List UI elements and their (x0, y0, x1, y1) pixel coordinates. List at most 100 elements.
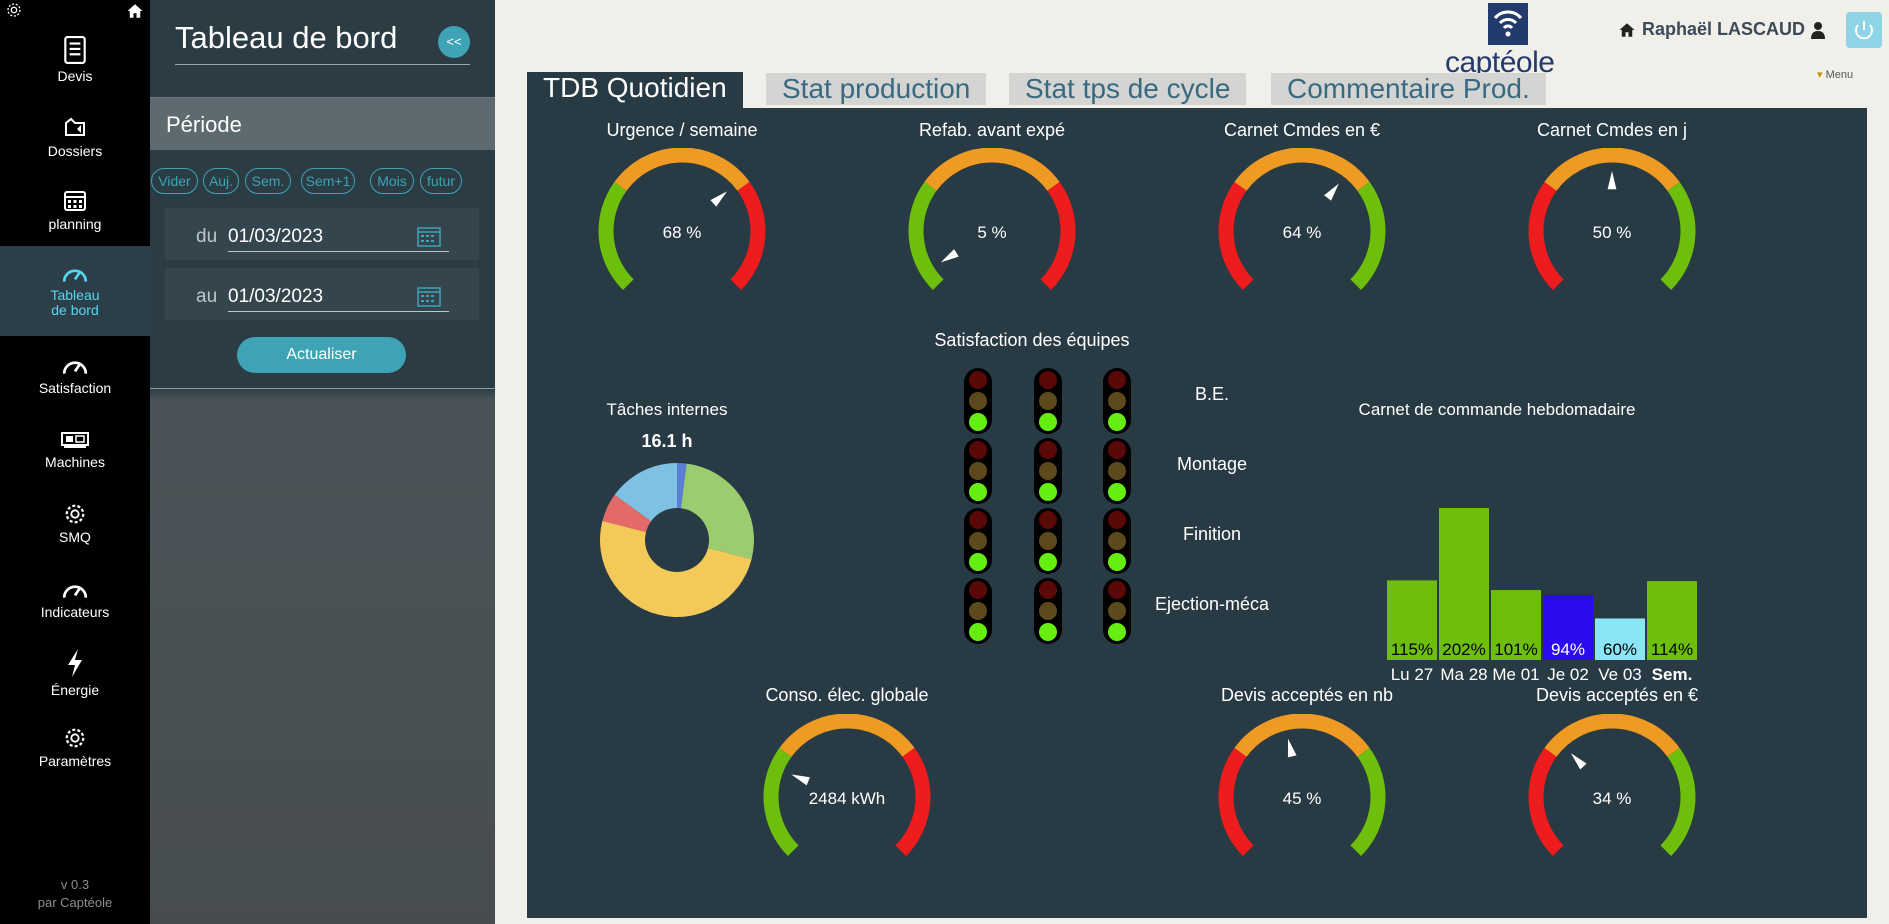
gauge-segment-orange (779, 714, 915, 757)
nav-item-tableau-de-bord[interactable]: Tableau de bord (0, 246, 150, 336)
gauge-carnet-j (1528, 148, 1696, 291)
calendar-icon (64, 191, 86, 211)
nav-item-satisfaction[interactable]: Satisfaction (0, 356, 150, 430)
donut-slice (614, 463, 677, 522)
light-red-off (1108, 581, 1126, 599)
light-green-on (969, 623, 987, 641)
team-label-montage: Montage (1176, 454, 1248, 474)
nav-item-planning[interactable]: planning (0, 188, 150, 262)
input-underline (228, 251, 449, 252)
gauge-segment-green (1350, 747, 1386, 857)
gear-icon (65, 728, 85, 748)
light-red-off (1039, 371, 1057, 389)
light-green-on (969, 553, 987, 571)
calendar-icon[interactable] (417, 225, 441, 247)
calendar-icon[interactable] (417, 285, 441, 307)
carnet-hebdo-chart: 115% Lu 27 202% Ma 28 101% Me 01 94% Je 02 60% Ve… (1387, 508, 1697, 684)
nav-item-smq[interactable]: SMQ (0, 503, 150, 577)
nav-item-machines[interactable]: Machines (0, 430, 150, 504)
divider (150, 97, 495, 98)
date-to-input[interactable]: 01/03/2023 (228, 286, 324, 307)
light-red-off (1039, 441, 1057, 459)
gauge-needle (1287, 738, 1297, 758)
gauge-segment-red (1218, 747, 1254, 857)
nav-item-parametres[interactable]: Paramètres (0, 727, 150, 801)
divider (175, 64, 470, 65)
taches-total: 16.1 h (641, 431, 693, 451)
menu-link[interactable]: ▾ Menu (1817, 69, 1854, 81)
gauge-segment-red (1528, 747, 1564, 857)
satisfaction-title: Satisfaction des équipes (934, 330, 1130, 350)
gauge-title-refab: Refab. avant expé (918, 120, 1066, 140)
periode-header: Période (150, 98, 495, 150)
taches-donut (600, 463, 754, 617)
period-button-sem-plus-1[interactable]: Sem+1 (301, 168, 355, 194)
tab-stat-tps-de-cycle[interactable]: Stat tps de cycle (1009, 73, 1247, 105)
period-button-auj[interactable]: Auj. (203, 168, 239, 194)
gauge-segment-red (895, 747, 931, 857)
tab-tdb-quotidien[interactable]: TDB Quotidien (527, 72, 743, 108)
tab-commentaire-prod[interactable]: Commentaire Prod. (1271, 73, 1546, 105)
gauge-needle (791, 774, 810, 786)
period-button-vider[interactable]: Vider (151, 168, 198, 194)
team-label-be: B.E. (1194, 384, 1229, 404)
filter-panel: Tableau de bord << Période Vider Auj. Se… (150, 0, 495, 924)
light-red-off (1108, 371, 1126, 389)
light-red-off (969, 441, 987, 459)
light-green-on (1039, 413, 1057, 431)
power-icon (1855, 21, 1873, 40)
period-button-mois[interactable]: Mois (370, 168, 414, 194)
bar (1387, 580, 1437, 660)
nav-item-dossiers[interactable]: Dossiers (0, 115, 150, 189)
gauge-value-carnet-eur: 64 % (1282, 223, 1322, 242)
bar (1439, 508, 1489, 660)
gauge-title-urgence: Urgence / semaine (606, 120, 758, 140)
power-button[interactable] (1846, 12, 1882, 48)
nav-label: Tableau de bord (50, 287, 100, 318)
bar-percent-label: 202% (1442, 640, 1485, 659)
gear-icon[interactable] (6, 2, 22, 18)
light-amber-off (1108, 462, 1126, 480)
collapse-button[interactable]: << (438, 26, 470, 58)
date-to-label: au (196, 286, 218, 307)
nav-item-devis[interactable]: Devis (0, 36, 150, 110)
bar-day-label: Me 01 (1492, 665, 1539, 684)
light-amber-off (969, 392, 987, 410)
light-amber-off (969, 462, 987, 480)
gauge-refab (908, 148, 1076, 291)
nav-item-energie[interactable]: Énergie (0, 648, 150, 722)
light-red-off (969, 511, 987, 529)
user-icon (1811, 21, 1826, 39)
bar (1491, 590, 1541, 660)
light-amber-off (1039, 532, 1057, 550)
bar (1647, 581, 1697, 660)
gauge-segment-orange (614, 148, 750, 191)
user-info[interactable]: Raphaël LASCAUD (1618, 19, 1826, 40)
gauge-title-devis-eur: Devis acceptés en € (1535, 685, 1699, 705)
nav-item-indicateurs[interactable]: Indicateurs (0, 580, 150, 654)
period-button-sem[interactable]: Sem. (245, 168, 291, 194)
refresh-button[interactable]: Actualiser (237, 337, 406, 373)
gauge-segment-orange (1234, 148, 1370, 191)
nav-label: Indicateurs (40, 604, 110, 620)
bar-day-label: Sem. (1652, 665, 1693, 684)
nav-label: SMQ (59, 529, 91, 545)
bar (1543, 594, 1593, 660)
gauge-icon (62, 361, 88, 374)
gauge-segment-orange (1544, 714, 1680, 757)
gauge-value-conso: 2484 kWh (808, 789, 886, 808)
gauge-segment-red (1218, 181, 1254, 291)
home-icon (1619, 22, 1635, 37)
version-info: v 0.3 par Captéole (0, 876, 150, 912)
machine-icon (61, 432, 89, 448)
date-from-input[interactable]: 01/03/2023 (228, 226, 324, 247)
gauge-segment-green (1660, 181, 1696, 291)
date-to-row: au 01/03/2023 (165, 268, 479, 320)
bar-percent-label: 115% (1391, 640, 1433, 659)
light-red-off (1108, 511, 1126, 529)
light-amber-off (1108, 392, 1126, 410)
tab-stat-production[interactable]: Stat production (766, 73, 987, 105)
period-button-futur[interactable]: futur (420, 168, 462, 194)
home-icon[interactable] (126, 2, 144, 20)
nav-label: Machines (45, 454, 105, 470)
